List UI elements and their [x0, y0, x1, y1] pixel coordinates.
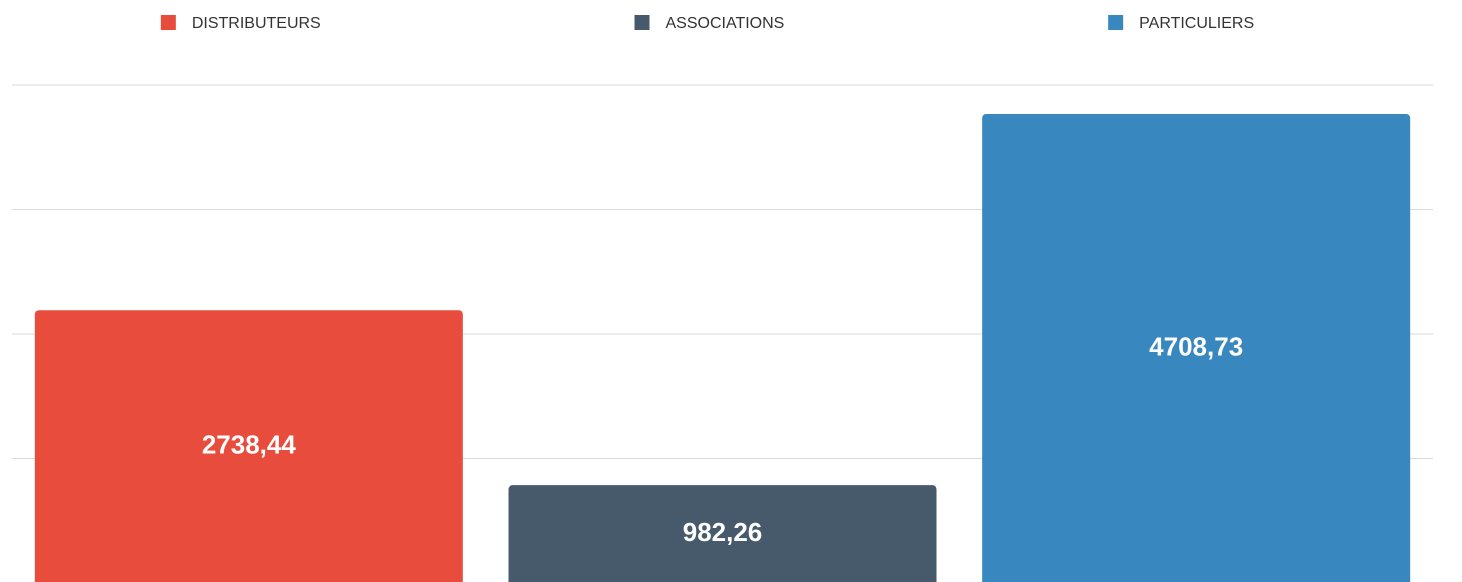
value-label: 982,26: [683, 517, 763, 547]
bar: [508, 485, 937, 582]
legend-swatch: [634, 15, 650, 30]
legend-label: ASSOCIATIONS: [666, 15, 785, 32]
legend-label: DISTRIBUTEURS: [192, 15, 321, 32]
value-label: 2738,44: [202, 430, 297, 460]
bar: [34, 310, 463, 582]
bar: [982, 114, 1411, 582]
value-label: 4708,73: [1149, 331, 1243, 361]
legend-swatch: [160, 15, 176, 30]
legend-label: PARTICULIERS: [1139, 15, 1254, 32]
legend-swatch: [1108, 15, 1124, 30]
